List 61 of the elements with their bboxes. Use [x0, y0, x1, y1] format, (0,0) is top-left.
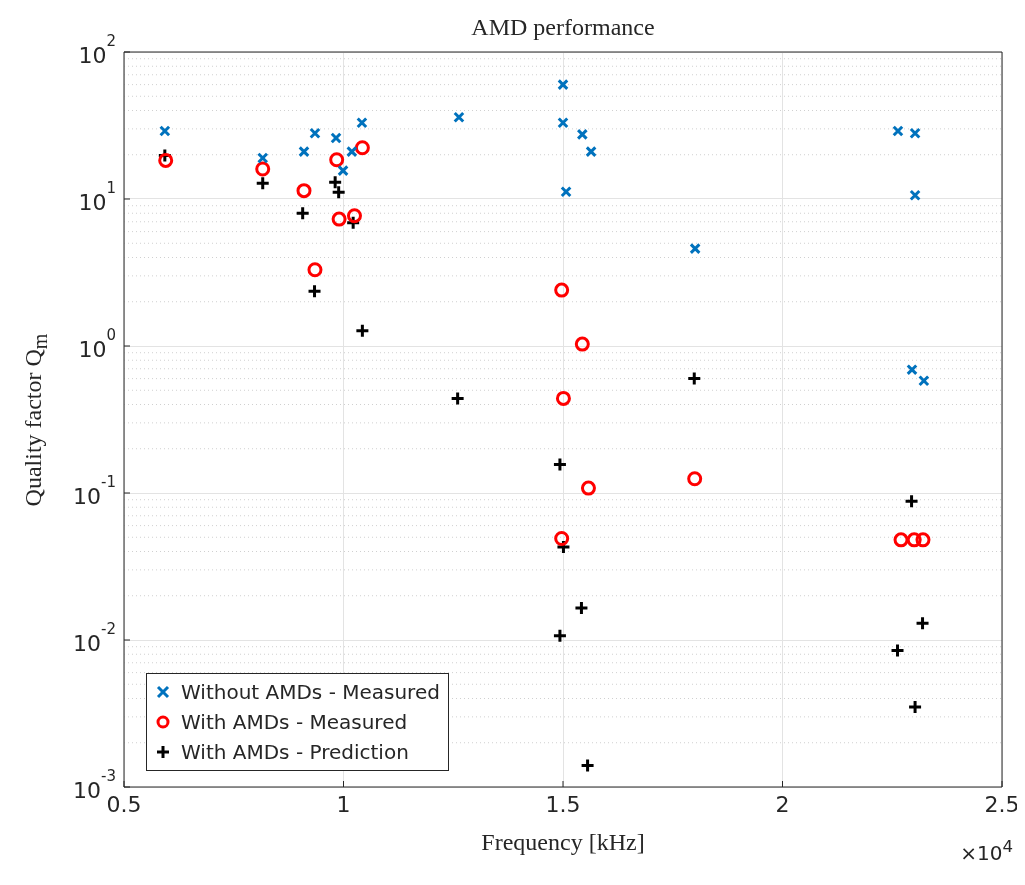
point	[580, 480, 596, 496]
point	[309, 127, 321, 140]
point	[892, 125, 904, 137]
point	[295, 205, 311, 221]
point	[552, 457, 568, 473]
point	[904, 493, 920, 509]
point	[354, 140, 370, 156]
point	[560, 186, 572, 198]
text: ×10$^{4}$	[960, 837, 1013, 865]
point	[337, 164, 349, 177]
x-tick-label: 2	[775, 791, 790, 817]
point	[890, 642, 906, 658]
point	[356, 117, 368, 129]
point	[906, 363, 918, 376]
point	[158, 152, 174, 168]
point	[552, 628, 568, 644]
point	[554, 531, 570, 547]
chart-title: AMD performance	[470, 14, 656, 41]
point	[580, 758, 596, 774]
point	[906, 532, 922, 548]
point	[915, 615, 931, 631]
point	[909, 189, 921, 202]
point	[159, 125, 171, 137]
point	[450, 390, 466, 406]
point	[907, 699, 923, 715]
point	[554, 282, 570, 298]
point	[256, 152, 269, 164]
point	[915, 532, 931, 548]
point	[576, 128, 589, 141]
point	[331, 211, 347, 227]
x-axis-title: Frequency [kHz]	[481, 829, 645, 855]
x-tick-label: 1	[336, 791, 351, 817]
point	[298, 145, 310, 158]
x-tick-label: 2.5	[984, 791, 1020, 817]
point	[689, 242, 701, 255]
point	[574, 336, 590, 352]
point	[296, 183, 312, 199]
point	[255, 175, 271, 191]
point	[453, 111, 465, 123]
point	[346, 208, 362, 224]
legend-label: With AMDs - Prediction	[181, 739, 409, 766]
point	[585, 145, 597, 158]
point	[555, 390, 571, 406]
point	[255, 161, 271, 177]
point	[329, 152, 345, 168]
legend-label: With AMDs - Measured	[181, 709, 408, 736]
x-tick-label: 1.5	[545, 791, 581, 817]
point	[330, 132, 342, 144]
point	[346, 145, 358, 158]
point	[307, 283, 323, 299]
point	[686, 371, 702, 387]
point	[918, 375, 930, 387]
point	[893, 532, 909, 548]
point	[909, 127, 921, 140]
point	[557, 117, 569, 129]
point	[307, 262, 323, 278]
point	[687, 471, 703, 487]
point	[557, 78, 569, 91]
point	[354, 323, 370, 339]
point	[573, 600, 589, 616]
legend-label: Without AMDs - Measured	[181, 679, 440, 706]
